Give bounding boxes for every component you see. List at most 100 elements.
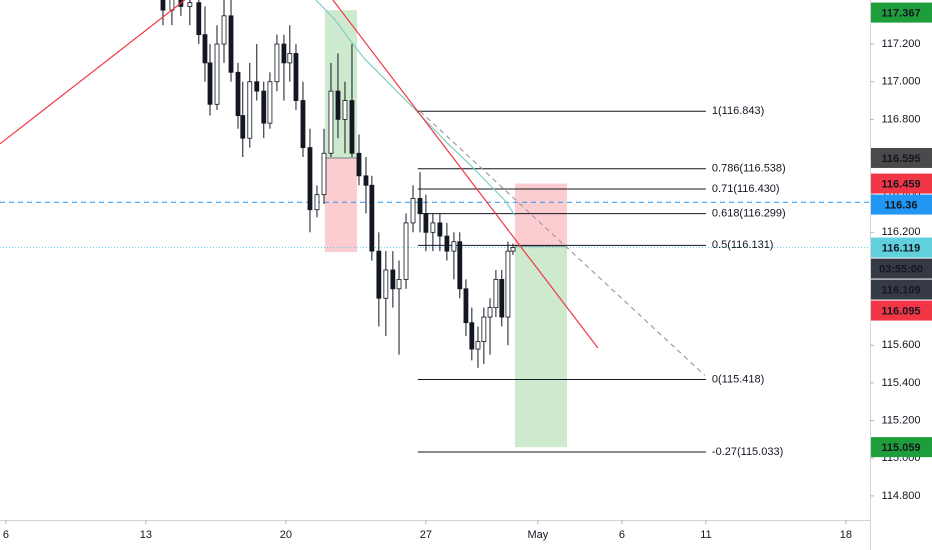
- candle-body: [451, 241, 457, 252]
- price-tag-label: 115.059: [881, 442, 920, 454]
- price-tag: [871, 173, 932, 194]
- candle-body: [369, 184, 375, 252]
- price-tag: [871, 279, 932, 300]
- candle-body: [481, 316, 487, 342]
- candle-body: [457, 241, 463, 290]
- x-tick-label: 6: [619, 529, 625, 541]
- candle-body: [342, 100, 348, 120]
- price-tag: [871, 147, 932, 168]
- x-tick-label: 13: [140, 529, 152, 541]
- candle-body: [403, 222, 409, 280]
- trend-line: [419, 110, 706, 376]
- x-tick-label: 27: [420, 529, 432, 541]
- candle-body: [417, 198, 423, 214]
- price-tag-label: 116.109: [881, 284, 920, 296]
- x-tick-label: 18: [840, 529, 852, 541]
- candle-body: [493, 278, 499, 309]
- candle-body: [349, 100, 355, 154]
- x-tick-label: May: [528, 529, 549, 541]
- candle-body: [314, 194, 320, 211]
- candle-body: [293, 53, 299, 101]
- candle-body: [510, 246, 516, 252]
- y-tick-label: 114.800: [882, 490, 921, 502]
- candle-body: [240, 115, 246, 139]
- candle-body: [321, 152, 327, 196]
- candle-body: [267, 81, 273, 124]
- candle-body: [499, 278, 505, 318]
- candle-body: [187, 2, 193, 7]
- stop-zone: [324, 157, 358, 253]
- price-tag: [871, 2, 932, 23]
- y-tick-label: 117.200: [882, 38, 921, 50]
- candle-body: [463, 288, 469, 324]
- candle-body: [202, 34, 208, 64]
- candle-body: [328, 90, 334, 154]
- price-tag: [871, 258, 932, 279]
- candle-body: [396, 278, 402, 290]
- trend-line: [0, 0, 186, 145]
- candle-body: [423, 213, 429, 233]
- moving-average: [315, 0, 516, 216]
- fib-label: -0.27(115.033): [712, 446, 783, 458]
- price-tag-label: 116.595: [881, 153, 920, 165]
- y-tick-label: 117.000: [882, 76, 921, 88]
- fib-label: 0.5(116.131): [712, 239, 774, 251]
- stop-zone: [514, 183, 568, 247]
- candle-body: [469, 322, 475, 350]
- candle-body: [505, 250, 511, 318]
- candle-body: [356, 152, 362, 177]
- price-tag-label: 116.119: [882, 242, 921, 254]
- candle-body: [410, 198, 416, 224]
- candle-body: [235, 71, 241, 116]
- y-tick-label: 115.200: [882, 415, 921, 427]
- y-tick-label: 115.600: [882, 339, 921, 351]
- candle-body: [437, 222, 443, 237]
- trend-line: [332, 0, 599, 349]
- candle-body: [444, 235, 450, 252]
- fib-label: 0.71(116.430): [712, 183, 780, 195]
- candle-body: [228, 15, 234, 73]
- x-tick-label: 6: [3, 529, 9, 541]
- price-tag: [871, 300, 932, 321]
- candle-body: [261, 90, 267, 124]
- candle-body: [300, 100, 306, 149]
- candle-body: [196, 2, 202, 36]
- price-tag-label: 116.36: [884, 199, 917, 211]
- candle-body: [390, 269, 396, 290]
- y-tick-label: 115.400: [882, 377, 921, 389]
- candle-body: [430, 222, 436, 233]
- fib-label: 0.618(116.299): [712, 208, 786, 220]
- candle-body: [335, 90, 341, 120]
- target-zone: [514, 246, 568, 448]
- x-tick-label: 20: [280, 529, 292, 541]
- candle-body: [207, 62, 213, 105]
- price-tag-label: 117.367: [881, 8, 920, 20]
- fib-label: 0.786(116.538): [712, 163, 786, 175]
- fib-label: 0(115.418): [712, 373, 764, 385]
- price-tag: [871, 237, 932, 258]
- candle-body: [160, 0, 166, 11]
- candle-body: [247, 81, 253, 139]
- price-tag: [871, 437, 932, 458]
- candle-body: [214, 43, 220, 105]
- y-tick-label: 116.200: [882, 226, 921, 238]
- candle-body: [254, 81, 260, 92]
- candle-body: [487, 307, 493, 318]
- price-tag-label: 116.095: [881, 305, 920, 317]
- price-tag-label: 116.459: [881, 178, 920, 190]
- y-tick-label: 116.800: [882, 113, 921, 125]
- candle-body: [307, 147, 313, 211]
- price-tag: [871, 194, 932, 215]
- price-tag-label: 03:55:00: [879, 263, 923, 275]
- candle-body: [475, 341, 481, 350]
- fib-label: 1(116.843): [712, 105, 764, 117]
- candle-body: [383, 269, 389, 299]
- candle-body: [221, 15, 227, 45]
- candle-body: [287, 53, 293, 64]
- candle-body: [281, 43, 287, 64]
- candle-body: [376, 250, 382, 299]
- x-tick-label: 11: [700, 529, 711, 541]
- candle-body: [274, 43, 280, 83]
